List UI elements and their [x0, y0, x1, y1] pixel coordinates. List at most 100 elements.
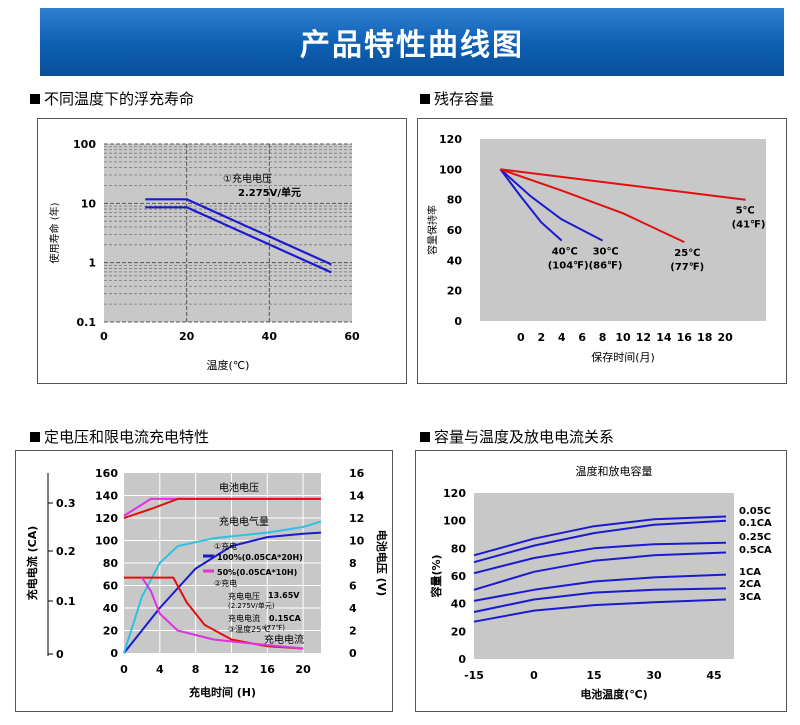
section-heading-capacity-retention: 残存容量: [420, 88, 494, 109]
series-label: 0.5CA: [739, 545, 772, 556]
y-tick-label: 160: [95, 467, 118, 480]
note: 充电电流: [228, 613, 260, 623]
charge-curve: [123, 497, 321, 519]
y-tick-label: 40: [103, 602, 119, 615]
y-tick-label: 100: [95, 535, 118, 548]
charge-curve: [123, 520, 322, 654]
y2-tick-label: 16: [349, 467, 365, 480]
y-tick-label: 60: [451, 570, 467, 583]
y-tick-label: 140: [95, 490, 118, 503]
title-banner: 产品特性曲线图: [40, 8, 784, 76]
series-label: 0.1CA: [739, 518, 772, 529]
note: ②充电: [214, 578, 237, 588]
y-tick-label: 40: [447, 254, 463, 267]
y-tick-label: 80: [447, 194, 463, 207]
chart-panel-life: 0.1 1 10 100 0 20 40 60 温度(℃) 使用寿命 (年) ①充电电压 2.275V…: [37, 118, 407, 384]
chart-panel-temp-discharge: 温度和放电容量 0 20 40 60 80 100 120 -15 0 15 30 45 电池温度(℃) 容…: [415, 450, 787, 712]
note: (2.275V/单元): [228, 601, 275, 610]
section-heading-charge: 定电压和限电流充电特性: [30, 426, 209, 447]
section-heading-temp-discharge: 容量与温度及放电电流关系: [420, 426, 614, 447]
y-tick-label: 120: [443, 487, 466, 500]
y-tick-label: 20: [447, 285, 463, 298]
charge-curve: [123, 531, 322, 654]
x-tick-label: 12: [224, 663, 239, 676]
series-label: 0.05C: [739, 506, 771, 517]
note: ③温度25℃: [228, 624, 270, 634]
retention-curve: [500, 168, 685, 244]
page-title: 产品特性曲线图: [300, 28, 524, 63]
x-axis-label: 充电时间 (H): [189, 685, 256, 699]
y-tick-label: 100: [443, 515, 466, 528]
x-tick-label: 6: [578, 331, 586, 344]
square-bullet-icon: [30, 94, 40, 104]
series-label-fahrenheit: (77℉): [670, 262, 704, 273]
square-bullet-icon: [420, 94, 430, 104]
y-tick-label: 0: [110, 647, 118, 660]
legend-100: 100%(0.05CA*20H): [217, 553, 303, 562]
capacity-curve: [473, 598, 727, 623]
x-tick-label: 14: [656, 331, 672, 344]
y-tick-label: 120: [439, 133, 462, 146]
current-axis-label: 充电电流 (CA): [25, 526, 39, 600]
y-tick-label: 100: [439, 163, 462, 176]
x-tick-label: 0: [120, 663, 128, 676]
square-bullet-icon: [30, 432, 40, 442]
y-tick-label: 0: [454, 315, 462, 328]
capacity-curve: [473, 515, 727, 557]
annotation-voltage-label: ①充电电压: [223, 172, 272, 185]
series-label: 40℃: [552, 247, 578, 258]
capacity-curve: [473, 551, 727, 591]
capacity-curve: [473, 573, 727, 602]
y-tick-label: 60: [447, 224, 463, 237]
x-tick-label: 20: [179, 330, 195, 343]
x-tick-label: 18: [697, 331, 712, 344]
x-tick-label: 45: [706, 669, 721, 682]
x-tick-label: 2: [537, 331, 545, 344]
y-tick-label: 60: [103, 580, 119, 593]
current-curve-label: 充电电流: [264, 633, 304, 646]
y2-tick-label: 0: [349, 647, 357, 660]
x-tick-label: 16: [260, 663, 276, 676]
current-tick-label: 0.2: [56, 545, 76, 558]
legend-50: 50%(0.05CA*10H): [217, 568, 297, 577]
y-tick-label: 0: [458, 653, 466, 666]
charged-curve-label: 充电电气量: [219, 515, 269, 528]
retention-curve: [499, 168, 604, 242]
y-tick-label: 100: [73, 138, 96, 151]
y-tick-label: 80: [103, 557, 119, 570]
temp-discharge-chart: 温度和放电容量 0 20 40 60 80 100 120 -15 0 15 30 45 电池温度(℃) 容…: [429, 464, 772, 701]
y2-tick-label: 4: [349, 602, 357, 615]
y-tick-label: 40: [451, 598, 467, 611]
square-bullet-icon: [420, 432, 430, 442]
life-chart: 0.1 1 10 100 0 20 40 60 温度(℃) 使用寿命 (年) ①充电电压2.275V…: [48, 138, 360, 372]
x-tick-label: 0: [100, 330, 108, 343]
life-curve-band: [145, 206, 332, 274]
current-tick-label: 0.3: [56, 497, 76, 510]
current-tick-label: 0.1: [56, 595, 76, 608]
charge-curve: [124, 576, 304, 650]
note: (77℉): [264, 624, 285, 632]
x-tick-label: 4: [156, 663, 164, 676]
x-tick-label: 60: [344, 330, 360, 343]
y2-tick-label: 12: [349, 512, 364, 525]
y2-tick-label: 2: [349, 625, 357, 638]
voltage-curve-label: 电池电压: [219, 481, 259, 494]
y-tick-label: 1: [88, 257, 96, 270]
life-curve-band: [145, 198, 332, 266]
x-tick-label: 20: [717, 331, 733, 344]
y-tick-label: 10: [81, 197, 97, 210]
y-tick-label: 120: [95, 512, 118, 525]
x-tick-label: -15: [464, 669, 484, 682]
chart-title: 温度和放电容量: [576, 464, 653, 478]
capacity-curve: [473, 587, 727, 613]
y2-tick-label: 8: [349, 557, 357, 570]
plot-area: [104, 144, 352, 322]
x-axis-label: 温度(℃): [207, 358, 250, 372]
y-tick-label: 20: [103, 625, 119, 638]
y-tick-label: 80: [451, 542, 467, 555]
x-tick-label: 16: [677, 331, 693, 344]
x-tick-label: 8: [192, 663, 200, 676]
x-tick-label: 15: [586, 669, 601, 682]
series-label-fahrenheit: (104℉): [548, 261, 589, 272]
